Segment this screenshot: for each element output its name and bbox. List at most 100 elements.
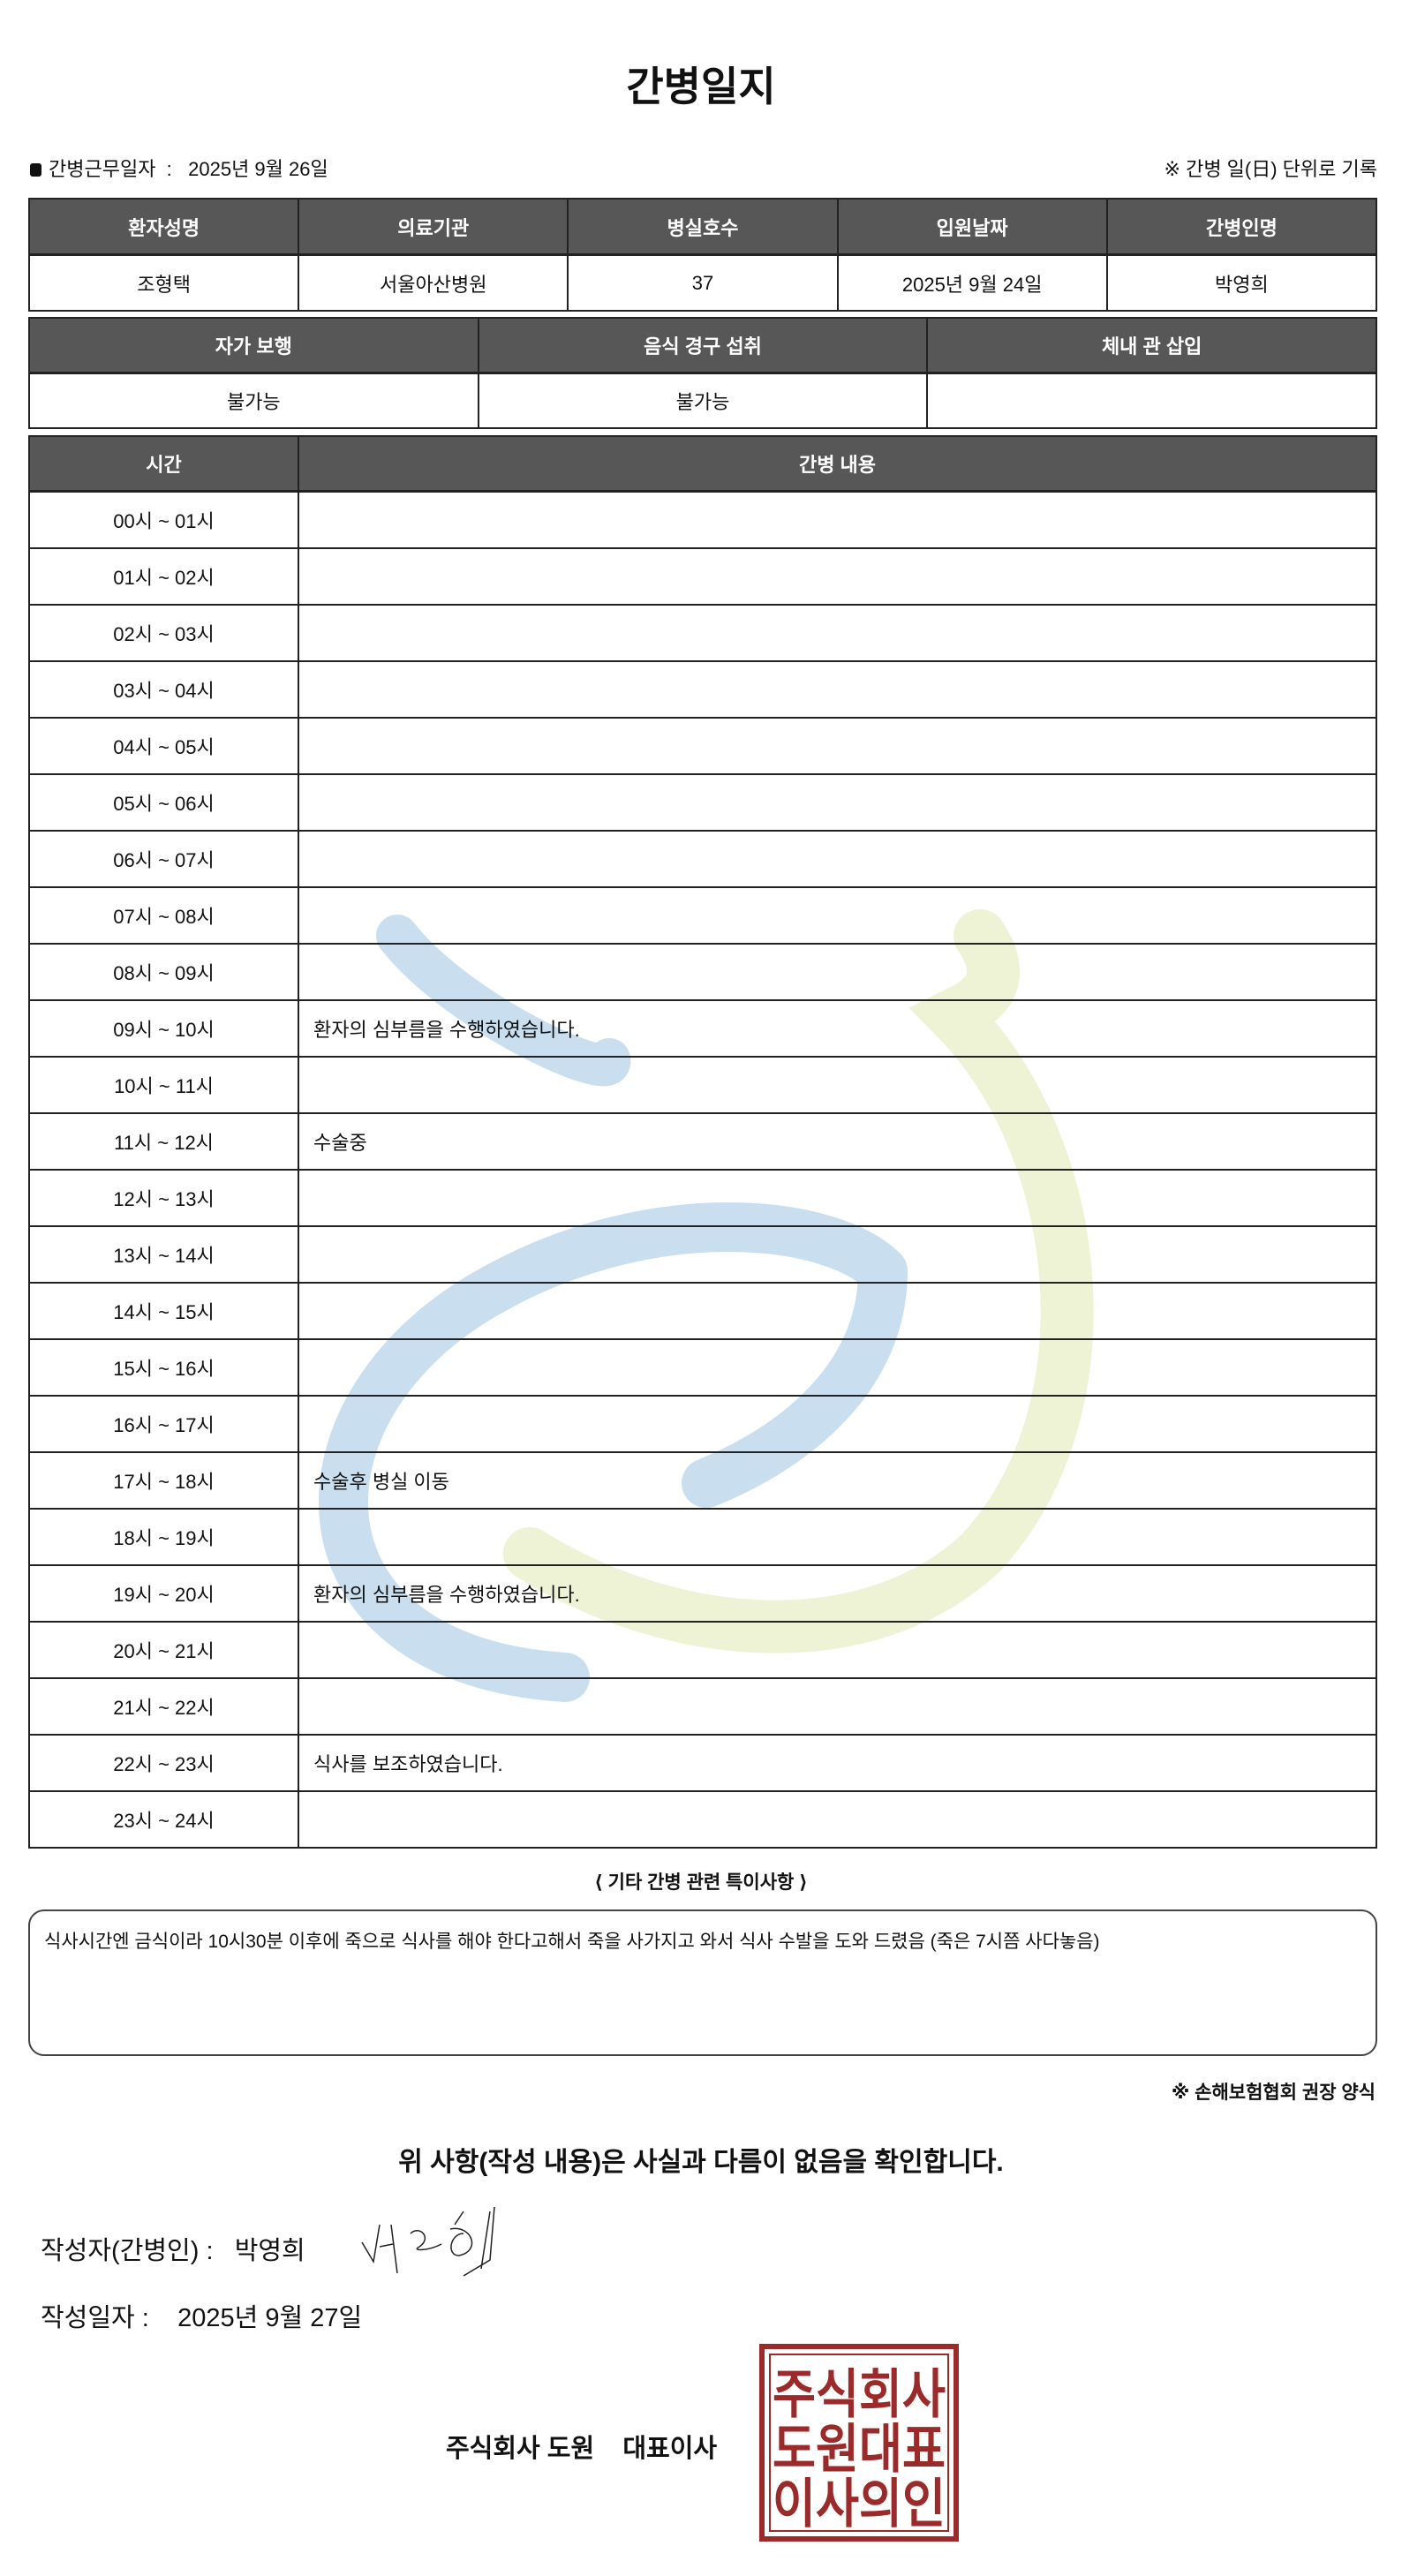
table-row: 15시 ~ 16시: [28, 1338, 1377, 1397]
special-notes-title: ⟨ 기타 간병 관련 특이사항 ⟩: [594, 1872, 808, 1893]
patient-status-table: 자가 보행 음식 경구 섭취 체내 관 삽입 불가능 불가능: [28, 317, 1377, 429]
care-content: [298, 1338, 1377, 1397]
oral-intake: 불가능: [477, 372, 929, 429]
time-slot: 00시 ~ 01시: [28, 490, 299, 549]
bullet-icon: [30, 163, 41, 177]
table-row: 07시 ~ 08시: [28, 886, 1377, 945]
signature: [361, 2207, 495, 2277]
caregiver-name: 박영희: [1105, 253, 1378, 312]
special-notes-text: 식사시간엔 금식이라 10시30분 이후에 죽으로 식사를 해야 한다고해서 죽…: [44, 1932, 1100, 1952]
time-slot: 17시 ~ 18시: [28, 1451, 299, 1510]
care-content: [298, 1621, 1377, 1679]
table-row: 02시 ~ 03시: [28, 604, 1377, 662]
time-slot: 12시 ~ 13시: [28, 1169, 299, 1227]
header-cell: 입원날짜: [836, 198, 1108, 256]
patient-name: 조형택: [27, 253, 300, 312]
time-slot: 21시 ~ 22시: [28, 1677, 299, 1736]
header-cell: 음식 경구 섭취: [477, 317, 929, 374]
written-date: 2025년 9월 27일: [177, 2304, 363, 2332]
care-content: 환자의 심부름을 수행하였습니다.: [298, 999, 1377, 1058]
written-date-line: 작성일자 : 2025년 9월 27일: [41, 2304, 363, 2332]
time-slot: 08시 ~ 09시: [28, 943, 299, 1001]
time-slot: 11시 ~ 12시: [28, 1112, 299, 1171]
care-content: [298, 1282, 1377, 1340]
table-row: 09시 ~ 10시 환자의 심부름을 수행하였습니다.: [28, 999, 1377, 1058]
work-date-value: 2025년 9월 26일: [188, 158, 328, 180]
care-content: 수술후 병실 이동: [298, 1451, 1377, 1510]
care-content: [298, 1395, 1377, 1453]
time-slot: 07시 ~ 08시: [28, 886, 299, 945]
care-content: 수술중: [298, 1112, 1377, 1171]
table-row: 03시 ~ 04시: [28, 660, 1377, 719]
table-row: 23시 ~ 24시: [28, 1790, 1377, 1849]
care-content: [298, 1677, 1377, 1736]
care-content: [298, 886, 1377, 945]
svg-text:이사의인: 이사의인: [773, 2474, 946, 2534]
company-representative: 주식회사 도원 대표이사: [446, 2435, 718, 2463]
table-row: 01시 ~ 02시: [28, 547, 1377, 606]
time-slot: 13시 ~ 14시: [28, 1225, 299, 1284]
tube-insertion: [926, 372, 1377, 429]
time-slot: 03시 ~ 04시: [28, 660, 299, 719]
hospital: 서울아산병원: [298, 253, 569, 312]
time-slot: 19시 ~ 20시: [28, 1564, 299, 1623]
time-slot: 04시 ~ 05시: [28, 717, 299, 775]
table-row: 20시 ~ 21시: [28, 1621, 1377, 1679]
time-slot: 16시 ~ 17시: [28, 1395, 299, 1453]
table-row: 13시 ~ 14시: [28, 1225, 1377, 1284]
page-title: 간병일지: [626, 64, 776, 109]
writer-name: 박영희: [234, 2237, 305, 2265]
header-cell: 체내 관 삽입: [926, 317, 1377, 374]
room-number: 37: [567, 253, 839, 312]
time-slot: 14시 ~ 15시: [28, 1282, 299, 1340]
table-row: 21시 ~ 22시: [28, 1677, 1377, 1736]
table-row: 22시 ~ 23시 식사를 보조하였습니다.: [28, 1734, 1377, 1792]
self-walking: 불가능: [28, 372, 479, 429]
time-slot: 22시 ~ 23시: [28, 1734, 299, 1792]
time-slot: 20시 ~ 21시: [28, 1621, 299, 1679]
care-content: [298, 943, 1377, 1001]
care-content: [298, 1056, 1377, 1114]
table-row: 11시 ~ 12시 수술중: [28, 1112, 1377, 1171]
care-content: 식사를 보조하였습니다.: [298, 1734, 1377, 1792]
table-row: 06시 ~ 07시: [28, 830, 1377, 888]
table-row: 18시 ~ 19시: [28, 1508, 1377, 1566]
table-row: 19시 ~ 20시 환자의 심부름을 수행하였습니다.: [28, 1564, 1377, 1623]
care-content: [298, 547, 1377, 606]
special-notes-box: 식사시간엔 금식이라 10시30분 이후에 죽으로 식사를 해야 한다고해서 죽…: [28, 1909, 1377, 2056]
care-content: [298, 773, 1377, 832]
header-cell: 간병 내용: [298, 435, 1377, 493]
table-row: 05시 ~ 06시: [28, 773, 1377, 832]
table-row: 10시 ~ 11시: [28, 1056, 1377, 1114]
care-content: [298, 660, 1377, 719]
svg-text:주식회사: 주식회사: [773, 2365, 946, 2424]
time-slot: 23시 ~ 24시: [28, 1790, 299, 1849]
header-cell: 환자성명: [27, 198, 300, 256]
patient-info-table: 환자성명 의료기관 병실호수 입원날짜 간병인명 조형택 서울아산병원 37 2…: [27, 198, 1378, 312]
care-content: 환자의 심부름을 수행하였습니다.: [298, 1564, 1377, 1623]
table-row: 04시 ~ 05시: [28, 717, 1377, 775]
care-log-table: 시간 간병 내용 00시 ~ 01시 01시 ~ 02시 02시 ~ 03시 03시 …: [28, 435, 1377, 1849]
work-date: 간병근무일자 : 2025년 9월 26일: [30, 154, 328, 182]
form-source: ※ 손해보험협회 권장 양식: [1171, 2083, 1376, 2103]
table-row: 12시 ~ 13시: [28, 1169, 1377, 1227]
time-slot: 05시 ~ 06시: [28, 773, 299, 832]
header-cell: 의료기관: [298, 198, 569, 256]
time-slot: 10시 ~ 11시: [28, 1056, 299, 1114]
header-cell: 자가 보행: [28, 317, 479, 374]
care-content: [298, 490, 1377, 549]
admission-date: 2025년 9월 24일: [836, 253, 1108, 312]
care-content: [298, 830, 1377, 888]
header-cell: 간병인명: [1105, 198, 1378, 256]
care-content: [298, 604, 1377, 662]
time-slot: 01시 ~ 02시: [28, 547, 299, 606]
care-content: [298, 1790, 1377, 1849]
header-cell: 시간: [28, 435, 299, 493]
time-slot: 09시 ~ 10시: [28, 999, 299, 1058]
care-content: [298, 717, 1377, 775]
table-row: 08시 ~ 09시: [28, 943, 1377, 1001]
care-content: [298, 1508, 1377, 1566]
time-slot: 06시 ~ 07시: [28, 830, 299, 888]
table-row: 16시 ~ 17시: [28, 1395, 1377, 1453]
confirmation-statement: 위 사항(작성 내용)은 사실과 다름이 없음을 확인합니다.: [398, 2148, 1004, 2177]
